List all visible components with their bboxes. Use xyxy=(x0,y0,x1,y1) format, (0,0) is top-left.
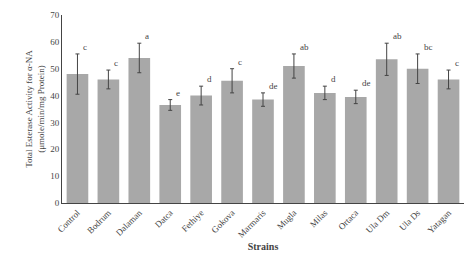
svg-text:Mugla: Mugla xyxy=(275,208,299,232)
svg-text:a: a xyxy=(145,31,149,41)
svg-text:50: 50 xyxy=(50,64,60,74)
svg-text:d: d xyxy=(331,74,336,84)
svg-text:Total Esterase Activity for α-: Total Esterase Activity for α-NA(μmole/m… xyxy=(24,50,46,168)
svg-text:Dalaman: Dalaman xyxy=(114,207,144,237)
svg-text:Strains: Strains xyxy=(248,241,279,252)
svg-text:Ula Dm: Ula Dm xyxy=(364,208,391,235)
svg-text:Control: Control xyxy=(56,207,83,234)
svg-text:d: d xyxy=(207,74,212,84)
svg-text:20: 20 xyxy=(50,144,60,154)
svg-text:30: 30 xyxy=(50,118,60,128)
svg-text:de: de xyxy=(362,78,371,88)
svg-text:Datca: Datca xyxy=(153,208,175,230)
svg-text:60: 60 xyxy=(50,37,60,47)
svg-text:Bodrum: Bodrum xyxy=(85,208,113,236)
svg-text:Milas: Milas xyxy=(308,207,330,229)
svg-text:Gokova: Gokova xyxy=(209,208,236,235)
svg-text:ab: ab xyxy=(393,31,402,41)
svg-text:Yatagan: Yatagan xyxy=(425,207,453,235)
svg-text:Ortaca: Ortaca xyxy=(336,208,360,232)
svg-text:Ula Ds: Ula Ds xyxy=(397,207,422,232)
svg-text:bc: bc xyxy=(424,42,433,52)
svg-text:40: 40 xyxy=(50,91,60,101)
svg-text:c: c xyxy=(114,58,118,68)
svg-text:0: 0 xyxy=(55,198,60,208)
svg-text:70: 70 xyxy=(50,10,60,20)
svg-text:c: c xyxy=(455,58,459,68)
svg-text:Fethiye: Fethiye xyxy=(180,208,206,234)
svg-text:e: e xyxy=(176,88,180,98)
svg-text:Marmaris: Marmaris xyxy=(236,207,268,239)
svg-text:de: de xyxy=(269,81,278,91)
svg-text:c: c xyxy=(83,42,87,52)
svg-text:10: 10 xyxy=(50,171,60,181)
svg-text:c: c xyxy=(238,57,242,67)
svg-text:ab: ab xyxy=(300,42,309,52)
